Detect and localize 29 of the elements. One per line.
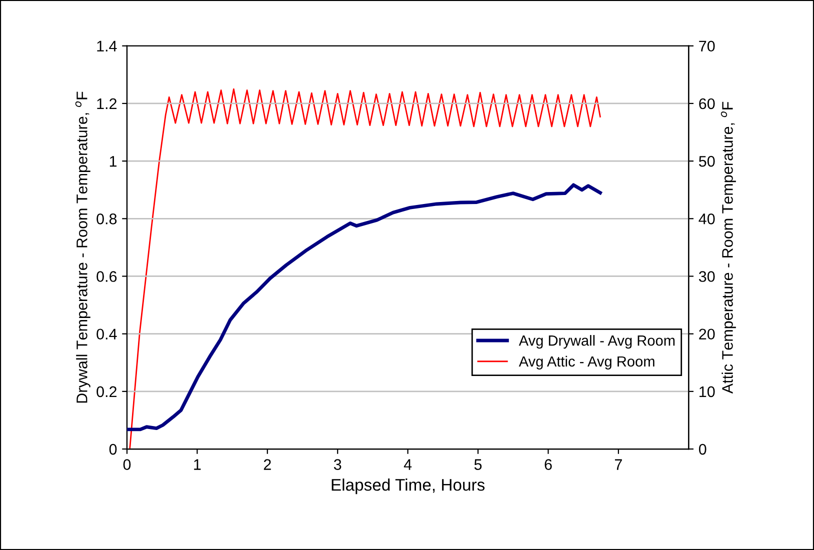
y-tick-label: 0.2: [96, 386, 116, 398]
legend-label: Avg Attic - Avg Room: [518, 356, 654, 370]
y-axis-title: Drywall Temperature - Room Temperature, $^{o}$F: [75, 92, 90, 403]
x-axis-title: Elapsed Time, Hours: [332, 478, 485, 494]
y2-tick-label: 20: [699, 328, 715, 340]
x-tick-label: 1: [194, 459, 201, 470]
y2-tick-label: 50: [698, 156, 715, 167]
y2-axis-title: Attic Temperature - Room Temperature, $^{o}$F: [720, 102, 736, 394]
y-tick-label: 0.4: [96, 328, 117, 340]
legend-label: Avg Drywall - Avg Room: [518, 335, 675, 349]
x-tick-label: 2: [264, 459, 271, 470]
y2-tick-label: 70: [699, 40, 715, 52]
y2-tick-label: 60: [699, 98, 715, 110]
x-tick-label: 6: [544, 459, 552, 470]
y2-tick-label: 40: [698, 214, 715, 224]
x-tick-label: 0: [123, 459, 131, 470]
x-tick-label: 5: [474, 459, 482, 470]
y-tick-label: 1.4: [97, 40, 117, 52]
y-tick-label: 1.2: [97, 98, 116, 109]
y-tick-label: 0.6: [96, 271, 117, 282]
y2-tick-label: 30: [698, 271, 715, 282]
y2-tick-label: 0: [698, 444, 706, 455]
y-tick-label: 0: [109, 444, 117, 455]
x-tick-label: 3: [334, 459, 342, 470]
y2-tick-label: 10: [700, 386, 715, 398]
x-tick-label: 7: [614, 459, 622, 470]
y-tick-label: 0.8: [96, 214, 117, 224]
y-tick-label: 1: [110, 156, 117, 167]
x-tick-label: 4: [404, 459, 412, 470]
